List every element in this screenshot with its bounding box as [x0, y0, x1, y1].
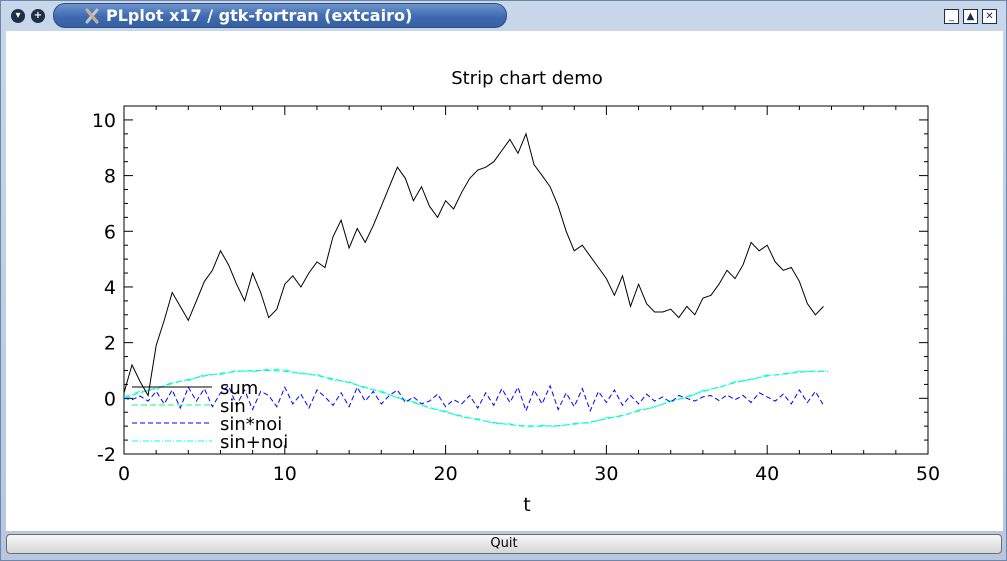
y-tick-label: 8 [104, 166, 116, 188]
legend-label: sin [220, 396, 246, 417]
minimize-icon[interactable]: _ [944, 9, 959, 24]
y-tick-label: 10 [92, 110, 116, 132]
series-line-sin-noi [123, 368, 829, 428]
x-axis-label: t [523, 494, 530, 516]
plot-canvas: 0 10 20 30 40 50 -2 0 2 4 6 8 10 Strip chart demo t sum… [6, 31, 1003, 531]
title-bar[interactable]: ▾ + PLplot x17 / gtk-fortran (extcairo) … [1, 1, 1006, 31]
x-tick-label: 0 [118, 463, 130, 485]
x-tick-label: 20 [434, 463, 458, 485]
x-tick-label: 10 [273, 463, 297, 485]
expand-icon[interactable]: + [31, 9, 45, 23]
maximize-icon[interactable]: ▲ [963, 9, 978, 24]
legend-label: sin*noi [220, 414, 282, 435]
y-tick-label: -2 [97, 444, 116, 466]
app-icon [85, 8, 99, 24]
x-tick-label: 40 [755, 463, 779, 485]
quit-button[interactable]: Quit [6, 534, 1002, 554]
chart-title: Strip chart demo [451, 68, 603, 89]
y-tick-label: 2 [104, 333, 116, 355]
y-tick-label: 6 [104, 221, 116, 243]
series-line-sin-noi [123, 384, 824, 413]
window-title: PLplot x17 / gtk-fortran (extcairo) [106, 6, 413, 25]
series-line-sum [123, 132, 824, 397]
legend-label: sin+noi [220, 432, 288, 453]
window-menu-icon[interactable]: ▾ [11, 9, 25, 23]
y-tick-label: 0 [104, 388, 116, 410]
legend-label: sum [220, 378, 258, 399]
x-tick-label: 50 [916, 463, 940, 485]
x-tick-label: 30 [594, 463, 618, 485]
y-tick-label: 4 [104, 277, 116, 299]
window-title-pill[interactable]: PLplot x17 / gtk-fortran (extcairo) [53, 3, 507, 28]
close-icon[interactable]: ✕ [982, 9, 997, 24]
plot-frame [123, 105, 929, 455]
